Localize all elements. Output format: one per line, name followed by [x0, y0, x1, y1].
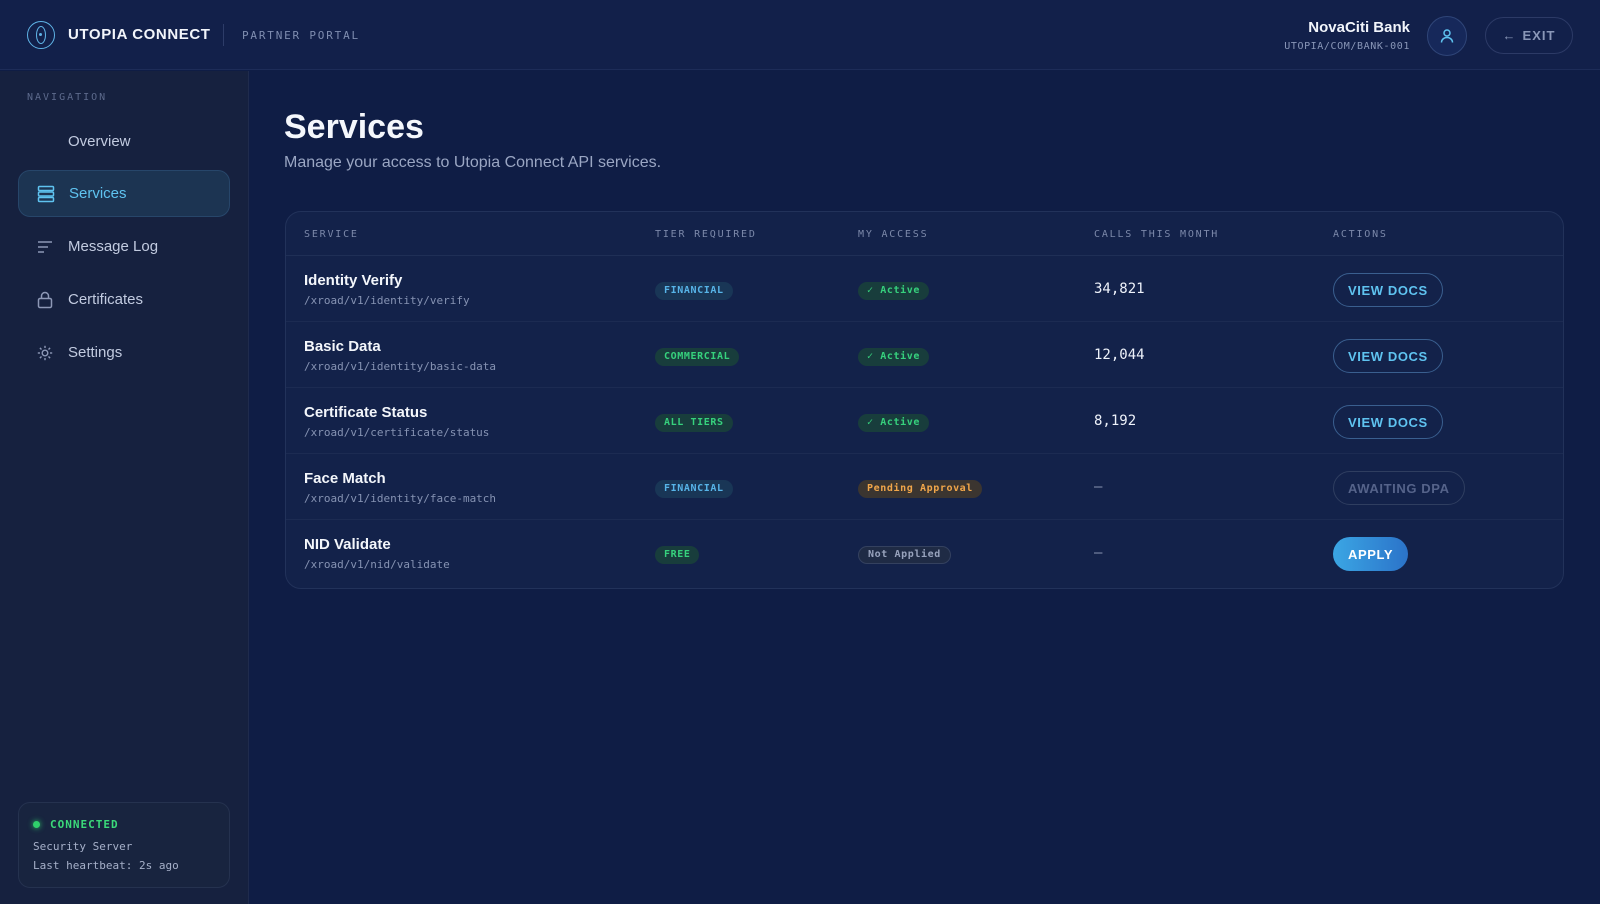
column-header-tier: TIER REQUIRED: [655, 229, 757, 240]
calls-count: 12,044: [1094, 347, 1145, 363]
sidebar-item-label: Services: [69, 185, 127, 202]
org-id: UTOPIA/COM/BANK-001: [1284, 41, 1410, 52]
sidebar-item-label: Message Log: [68, 238, 159, 255]
column-header-actions: ACTIONS: [1333, 229, 1388, 240]
utopia-logo-icon: [27, 21, 55, 49]
sidebar-item-label: Overview: [68, 133, 131, 150]
exit-button[interactable]: ← EXIT: [1485, 17, 1573, 54]
server-name: Security Server: [33, 840, 133, 853]
service-name: Basic Data: [304, 338, 381, 355]
service-name: Identity Verify: [304, 272, 403, 289]
service-name: Face Match: [304, 470, 386, 487]
portal-label: PARTNER PORTAL: [242, 29, 360, 42]
connection-status: CONNECTED: [50, 818, 119, 831]
status-dot-icon: [33, 821, 40, 828]
awaiting-dpa-button[interactable]: AWAITING DPA: [1333, 471, 1465, 505]
tier-badge: FINANCIAL: [655, 480, 733, 498]
column-header-access: MY ACCESS: [858, 229, 929, 240]
calls-count: 34,821: [1094, 281, 1145, 297]
sidebar-item-services[interactable]: Services: [18, 170, 230, 217]
page-title: Services: [284, 108, 424, 146]
gear-icon: [36, 344, 54, 362]
table-row: NID Validate /xroad/v1/nid/validate FREE…: [286, 520, 1563, 586]
overview-icon: [36, 133, 54, 151]
top-bar: UTOPIA CONNECT PARTNER PORTAL NovaCiti B…: [0, 0, 1600, 70]
tier-badge: ALL TIERS: [655, 414, 733, 432]
service-path: /xroad/v1/identity/face-match: [304, 492, 497, 505]
sidebar-item-overview[interactable]: Overview: [18, 118, 230, 165]
table-row: Certificate Status /xroad/v1/certificate…: [286, 388, 1563, 454]
page-subtitle: Manage your access to Utopia Connect API…: [284, 154, 662, 171]
calls-count: 8,192: [1094, 413, 1137, 429]
table-row: Basic Data /xroad/v1/identity/basic-data…: [286, 322, 1563, 388]
view-docs-button[interactable]: VIEW DOCS: [1333, 273, 1443, 307]
tier-badge: FINANCIAL: [655, 282, 733, 300]
sidebar-item-label: Settings: [68, 344, 123, 361]
service-name: NID Validate: [304, 536, 391, 553]
header-divider: [286, 255, 1563, 256]
lock-icon: [36, 291, 54, 309]
view-docs-button[interactable]: VIEW DOCS: [1333, 339, 1443, 373]
column-header-service: SERVICE: [304, 229, 359, 240]
sidebar: NAVIGATION Overview Services Message Log: [0, 71, 249, 904]
view-docs-button[interactable]: VIEW DOCS: [1333, 405, 1443, 439]
user-profile-button[interactable]: [1427, 16, 1467, 56]
sidebar-item-certificates[interactable]: Certificates: [18, 276, 230, 323]
table-row: Identity Verify /xroad/v1/identity/verif…: [286, 256, 1563, 322]
access-badge: ✓ Active: [858, 414, 929, 432]
column-header-calls: CALLS THIS MONTH: [1094, 229, 1220, 240]
service-path: /xroad/v1/identity/basic-data: [304, 360, 497, 373]
sidebar-item-message-log[interactable]: Message Log: [18, 223, 230, 270]
access-badge: Not Applied: [858, 546, 951, 564]
service-path: /xroad/v1/nid/validate: [304, 558, 450, 571]
sidebar-item-label: Certificates: [68, 291, 144, 308]
services-stack-icon: [37, 185, 55, 203]
tier-badge: FREE: [655, 546, 700, 564]
calls-count: —: [1094, 479, 1103, 495]
brand-name: UTOPIA CONNECT: [68, 26, 211, 43]
access-badge: ✓ Active: [858, 282, 929, 300]
exit-label: EXIT: [1522, 28, 1556, 43]
service-path: /xroad/v1/identity/verify: [304, 294, 470, 307]
connection-status-card: CONNECTED Security Server Last heartbeat…: [18, 802, 230, 888]
arrow-left-icon: ←: [1502, 28, 1517, 43]
access-badge: Pending Approval: [858, 480, 982, 498]
sidebar-item-settings[interactable]: Settings: [18, 329, 230, 376]
service-path: /xroad/v1/certificate/status: [304, 426, 490, 439]
nav-heading: NAVIGATION: [27, 92, 108, 103]
lines-icon: [36, 238, 54, 256]
user-icon: [1440, 29, 1454, 43]
calls-count: —: [1094, 545, 1103, 561]
apply-button[interactable]: APPLY: [1333, 537, 1409, 571]
services-table: SERVICE TIER REQUIRED MY ACCESS CALLS TH…: [285, 211, 1564, 589]
heartbeat-text: Last heartbeat: 2s ago: [33, 859, 179, 872]
org-name: NovaCiti Bank: [1308, 19, 1410, 36]
tier-badge: COMMERCIAL: [655, 348, 740, 366]
table-row: Face Match /xroad/v1/identity/face-match…: [286, 454, 1563, 520]
brand-divider: [223, 24, 224, 46]
service-name: Certificate Status: [304, 404, 428, 421]
access-badge: ✓ Active: [858, 348, 929, 366]
